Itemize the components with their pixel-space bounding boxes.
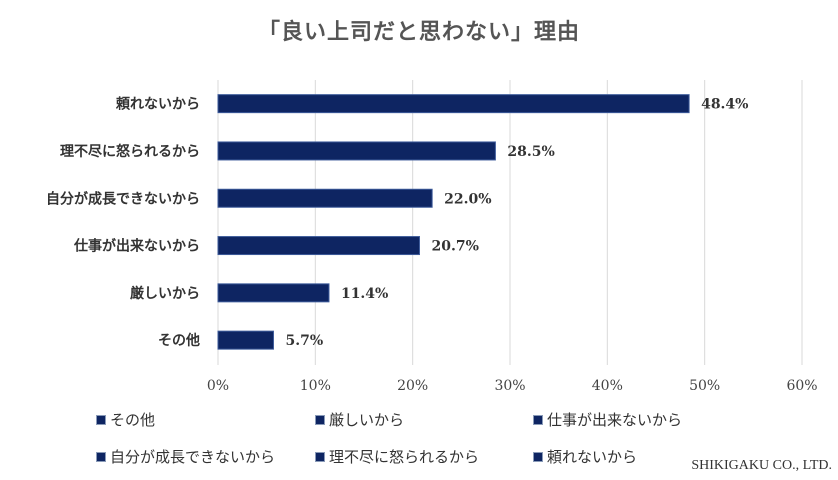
category-label: 厳しいから <box>130 285 200 302</box>
legend-item: その他 <box>96 409 155 430</box>
legend-swatch <box>533 414 543 425</box>
legend-swatch <box>533 451 543 462</box>
x-tick-label: 60% <box>786 378 817 394</box>
legend-label: 厳しいから <box>329 411 405 429</box>
chart-title: 「良い上司だと思わない」理由 <box>257 19 580 45</box>
company-name: SHIKIGAKU CO., LTD. <box>691 458 832 473</box>
legend-label: 理不尽に怒られるから <box>329 448 480 466</box>
bar <box>217 141 496 161</box>
x-tick-label: 40% <box>592 378 623 394</box>
legend-swatch <box>315 414 325 425</box>
legend-label: その他 <box>110 411 156 429</box>
legend-item: 仕事が出来ないから <box>533 409 682 430</box>
x-tick-label: 0% <box>207 378 229 394</box>
category-label: 仕事が出来ないから <box>73 238 200 255</box>
value-label: 48.4% <box>701 97 748 113</box>
bar <box>217 283 330 303</box>
x-tick-label: 20% <box>397 378 428 394</box>
category-label: その他 <box>158 332 200 349</box>
legend-item: 自分が成長できないから <box>96 446 275 467</box>
legend-label: 自分が成長できないから <box>110 448 276 466</box>
legend-label: 仕事が出来ないから <box>547 411 683 429</box>
bar <box>217 94 690 114</box>
legend-swatch <box>315 451 325 462</box>
legend-label: 頼れないから <box>547 448 638 466</box>
value-label: 11.4% <box>341 286 388 302</box>
value-label: 20.7% <box>431 239 478 255</box>
category-label: 理不尽に怒られるから <box>60 143 200 160</box>
x-tick-label: 10% <box>300 378 331 394</box>
legend-swatch <box>96 451 106 462</box>
bar <box>217 188 433 208</box>
legend-swatch <box>96 414 106 425</box>
legend-item: 厳しいから <box>315 409 404 430</box>
value-label: 22.0% <box>444 191 491 207</box>
legend-item: 頼れないから <box>533 446 637 467</box>
x-tick-label: 50% <box>689 378 720 394</box>
category-label: 自分が成長できないから <box>46 190 200 207</box>
bar <box>217 236 420 256</box>
value-label: 28.5% <box>507 144 554 160</box>
bar <box>217 330 274 350</box>
legend-item: 理不尽に怒られるから <box>315 446 479 467</box>
x-tick-label: 30% <box>494 378 525 394</box>
value-label: 5.7% <box>285 333 323 349</box>
category-label: 頼れないから <box>116 96 200 113</box>
